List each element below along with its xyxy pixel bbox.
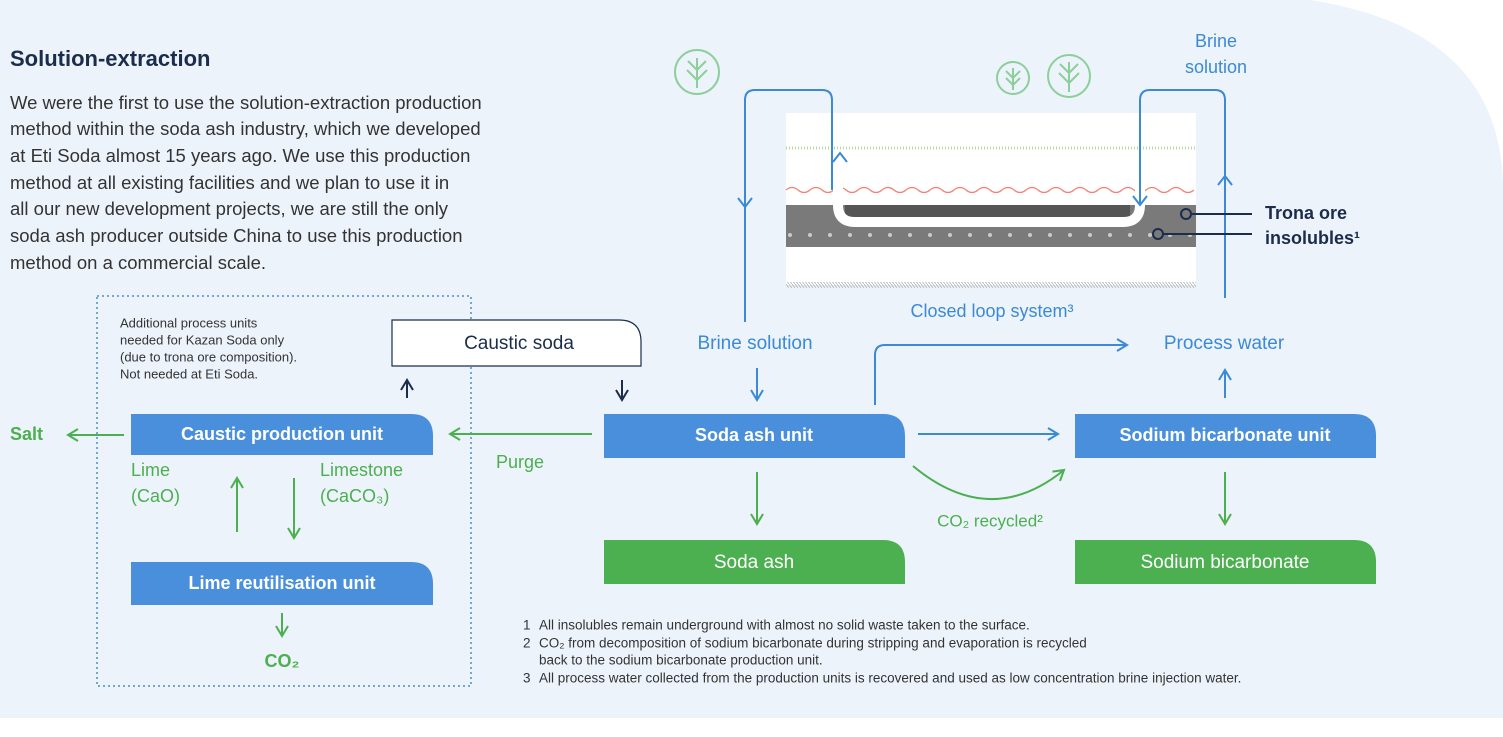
unit-label: Caustic production unit — [181, 424, 383, 444]
purge-label: Purge — [496, 452, 544, 472]
closed-loop-label: Closed loop system³ — [910, 301, 1073, 321]
chevron — [737, 197, 753, 209]
unit-label: Soda ash unit — [695, 425, 813, 445]
note: Additional process units needed for Kaza… — [120, 315, 297, 381]
chevron — [832, 151, 848, 163]
co2-recycled-label: CO₂ recycled² — [937, 511, 1043, 530]
trees — [674, 49, 1091, 98]
limestone-label: Limestone — [320, 460, 403, 480]
note-box — [96, 295, 472, 687]
product-box — [604, 540, 905, 584]
brine-label: Brine solution — [697, 333, 812, 354]
unit-box — [131, 414, 433, 455]
intro: We were the first to use the solution-ex… — [10, 92, 482, 273]
arrow — [874, 338, 1129, 405]
unit-label: Lime reutilisation unit — [188, 573, 375, 593]
unit-box — [131, 562, 433, 605]
salt-label: Salt — [10, 424, 43, 444]
intro-line: method on a commercial scale. — [10, 252, 266, 273]
brine-label: Brine — [1195, 31, 1237, 51]
footnote-number: 2 — [523, 636, 531, 651]
trona-label: insolubles¹ — [1265, 228, 1360, 248]
note-line: Additional process units — [120, 315, 258, 330]
footnote-text: All process water collected from the pro… — [539, 671, 1241, 686]
co2-label: CO₂ — [265, 651, 300, 671]
pipe — [1139, 89, 1226, 298]
arrow — [912, 465, 1066, 500]
limestone-label: (CaCO₃) — [320, 486, 389, 506]
product-box — [1075, 540, 1376, 584]
strata — [785, 113, 1196, 288]
footnote-text: CO₂ from decomposition of sodium bicarbo… — [539, 636, 1087, 651]
unit-box — [1075, 414, 1376, 458]
intro-line: method at all existing facilities and we… — [10, 172, 449, 193]
process-water-label: Process water — [1164, 333, 1285, 354]
footnote-number: 3 — [523, 671, 531, 686]
intro-line: at Eti Soda almost 15 years ago. We use … — [10, 145, 470, 166]
product-label: Sodium bicarbonate — [1141, 552, 1310, 573]
unit-box — [604, 414, 905, 458]
brine-label: solution — [1185, 57, 1247, 77]
unit-label: Sodium bicarbonate unit — [1119, 425, 1330, 445]
trona-label: Trona ore — [1265, 203, 1347, 223]
footnote-text: back to the sodium bicarbonate productio… — [539, 653, 823, 668]
note-line: (due to trona ore composition). — [120, 349, 297, 364]
intro-line: soda ash producer outside China to use t… — [10, 225, 463, 246]
note-line: needed for Kazan Soda only — [120, 332, 285, 347]
intro-line: We were the first to use the solution-ex… — [10, 92, 482, 113]
lime-label: Lime — [131, 460, 170, 480]
intro-line: all our new development projects, we are… — [10, 198, 449, 219]
caustic-soda-label: Caustic soda — [464, 333, 574, 354]
note-line: Not needed at Eti Soda. — [120, 366, 258, 381]
footnote-number: 1 — [523, 618, 531, 633]
product-label: Soda ash — [714, 552, 794, 573]
intro-line: method within the soda ash industry, whi… — [10, 118, 481, 139]
footnotes: 1 All insolubles remain underground with… — [523, 618, 1241, 686]
pipe — [744, 89, 833, 190]
chevron — [1217, 174, 1233, 186]
footnote-text: All insolubles remain underground with a… — [539, 618, 1030, 633]
lime-label: (CaO) — [131, 486, 180, 506]
title: Solution-extraction — [10, 46, 210, 71]
caustic-soda-box — [391, 319, 642, 367]
chevron — [1132, 195, 1148, 207]
